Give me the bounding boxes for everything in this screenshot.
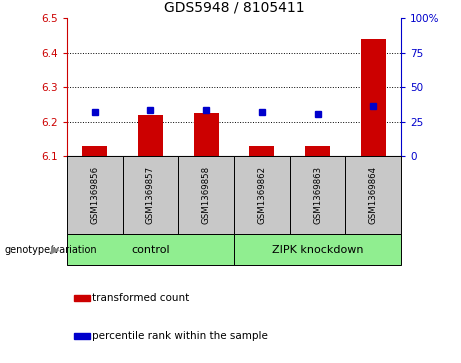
Text: ZIPK knockdown: ZIPK knockdown (272, 245, 363, 254)
FancyBboxPatch shape (67, 234, 234, 265)
Bar (82, 146, 107, 156)
Bar (249, 146, 274, 156)
Text: GSM1369863: GSM1369863 (313, 166, 322, 224)
FancyBboxPatch shape (290, 156, 345, 234)
Bar (138, 115, 163, 156)
Text: GSM1369856: GSM1369856 (90, 166, 99, 224)
FancyBboxPatch shape (234, 234, 401, 265)
Text: percentile rank within the sample: percentile rank within the sample (92, 331, 268, 341)
FancyBboxPatch shape (67, 156, 123, 234)
Text: control: control (131, 245, 170, 254)
Text: ▶: ▶ (51, 245, 59, 254)
Bar (73, 333, 89, 339)
FancyBboxPatch shape (178, 156, 234, 234)
Text: transformed count: transformed count (92, 293, 189, 303)
Title: GDS5948 / 8105411: GDS5948 / 8105411 (164, 0, 304, 14)
Text: GSM1369864: GSM1369864 (369, 166, 378, 224)
Bar (73, 295, 89, 301)
Text: genotype/variation: genotype/variation (5, 245, 97, 254)
Text: GSM1369858: GSM1369858 (201, 166, 211, 224)
Text: GSM1369862: GSM1369862 (257, 166, 266, 224)
FancyBboxPatch shape (123, 156, 178, 234)
Bar (194, 113, 219, 156)
FancyBboxPatch shape (345, 156, 401, 234)
Text: GSM1369857: GSM1369857 (146, 166, 155, 224)
Bar (361, 39, 386, 156)
FancyBboxPatch shape (234, 156, 290, 234)
Bar (305, 146, 330, 156)
